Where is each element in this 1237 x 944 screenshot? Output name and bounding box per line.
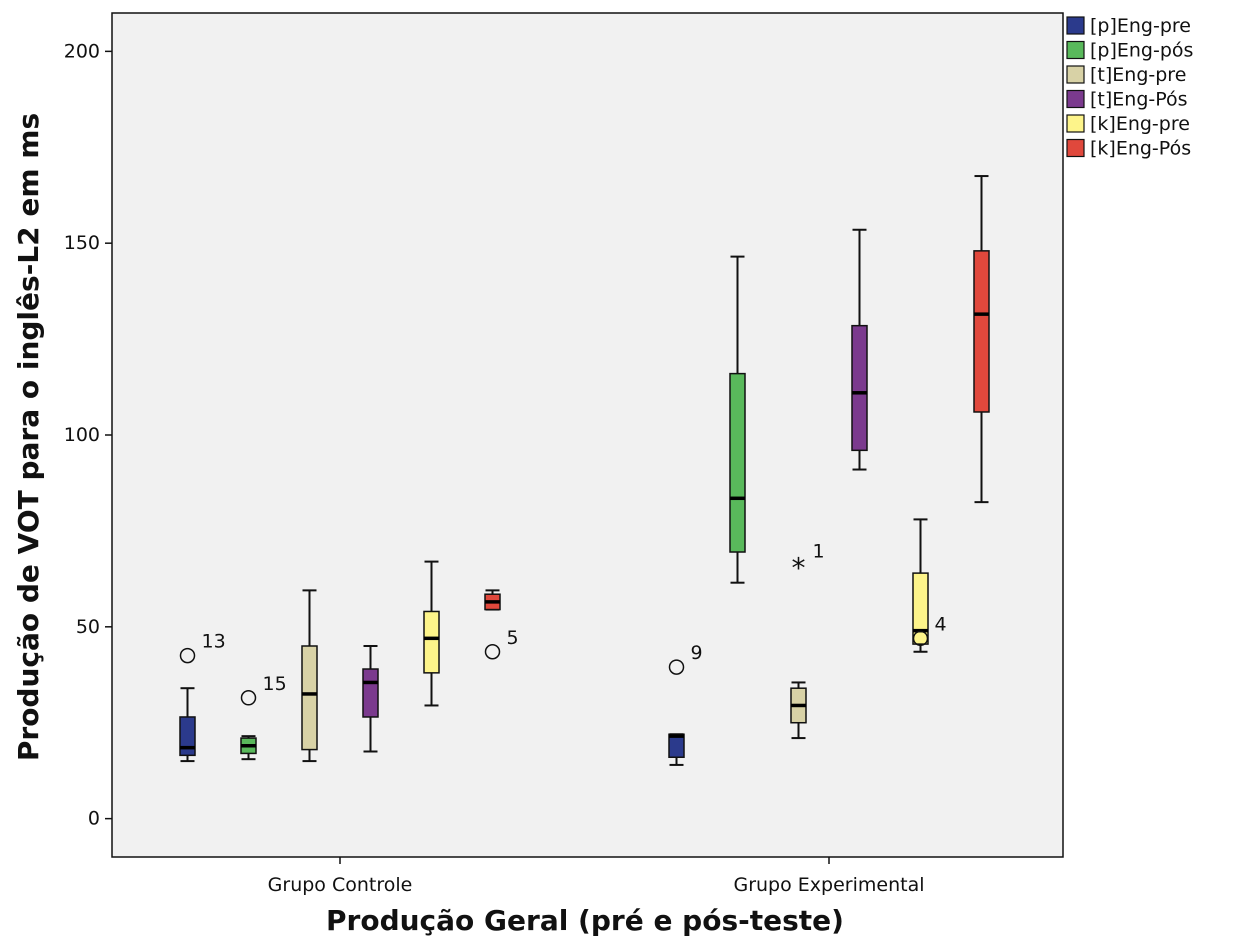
x-axis-title: Produção Geral (pré e pós-teste) [326, 904, 844, 937]
outlier-marker [179, 647, 196, 664]
legend-swatch [1066, 89, 1085, 109]
box-plot: 4 [912, 518, 947, 653]
outlier-label: 1 [813, 540, 825, 562]
legend-label: [t]Eng-Pós [1090, 89, 1188, 111]
legend-item: [p]Eng-pós [1066, 40, 1193, 62]
legend-label: [p]Eng-pós [1090, 40, 1193, 62]
outlier-marker [668, 659, 685, 675]
legend-item: [p]Eng-pre [1066, 15, 1191, 37]
outlier-marker [240, 690, 257, 706]
box-iqr [301, 645, 318, 751]
box-plot: * 1 [790, 540, 825, 740]
outlier-marker [912, 630, 929, 647]
legend-item: [t]Eng-pre [1066, 64, 1186, 86]
x-axis: Grupo Controle Grupo Experimental [268, 857, 925, 896]
legend-swatch [1066, 114, 1085, 133]
y-tick-label: 200 [64, 40, 100, 62]
legend-swatch [1066, 16, 1085, 35]
box-iqr [668, 733, 685, 759]
outlier-label: 15 [263, 673, 287, 695]
outlier-marker [484, 644, 501, 660]
legend-item: [k]Eng-pre [1066, 113, 1190, 135]
outlier-label: 13 [202, 631, 226, 653]
box-plot [729, 255, 746, 584]
legend-swatch [1066, 138, 1085, 158]
y-tick-label: 100 [64, 424, 100, 446]
y-tick-label: 150 [64, 232, 100, 254]
legend-label: [t]Eng-pre [1090, 64, 1186, 86]
outlier-label: 9 [691, 642, 703, 664]
plot-area [111, 12, 1064, 858]
extreme-outlier-marker: * [792, 551, 806, 584]
legend-label: [k]Eng-pre [1090, 113, 1190, 135]
outlier-label: 4 [935, 613, 947, 635]
y-tick-label: 50 [76, 616, 100, 638]
box-plot: 15 [240, 673, 287, 761]
box-plot [851, 228, 868, 471]
box-iqr [423, 610, 440, 674]
box-plot: 5 [484, 589, 519, 660]
box-plot [973, 175, 990, 504]
legend-swatch [1066, 40, 1085, 60]
box-plot [362, 645, 379, 753]
box-iqr [851, 324, 868, 452]
x-category-label: Grupo Controle [268, 874, 413, 896]
legend-item: [k]Eng-Pós [1066, 138, 1191, 160]
y-axis-title: Produção de VOT para o inglês-L2 em ms [12, 113, 45, 761]
outlier-label: 5 [507, 627, 519, 649]
box-plot: 13 [179, 631, 226, 763]
box-plot: 9 [668, 642, 703, 766]
box-iqr [362, 668, 379, 718]
box-plot [423, 560, 440, 707]
legend-swatch [1066, 65, 1085, 84]
box-iqr [912, 572, 929, 645]
legend-item: [t]Eng-Pós [1066, 89, 1188, 111]
x-category-label: Grupo Experimental [733, 874, 924, 896]
y-axis: 0 50 100 150 200 [64, 40, 112, 830]
box-iqr [973, 250, 990, 413]
legend: [p]Eng-pre [p]Eng-pós[t]Eng-pre [t]Eng-Pós… [1066, 15, 1193, 160]
legend-label: [k]Eng-Pós [1090, 138, 1191, 160]
box-iqr [179, 716, 196, 757]
legend-label: [p]Eng-pre [1090, 15, 1191, 37]
box-iqr [729, 372, 746, 553]
box-plot [301, 589, 318, 763]
y-tick-label: 0 [88, 808, 100, 830]
